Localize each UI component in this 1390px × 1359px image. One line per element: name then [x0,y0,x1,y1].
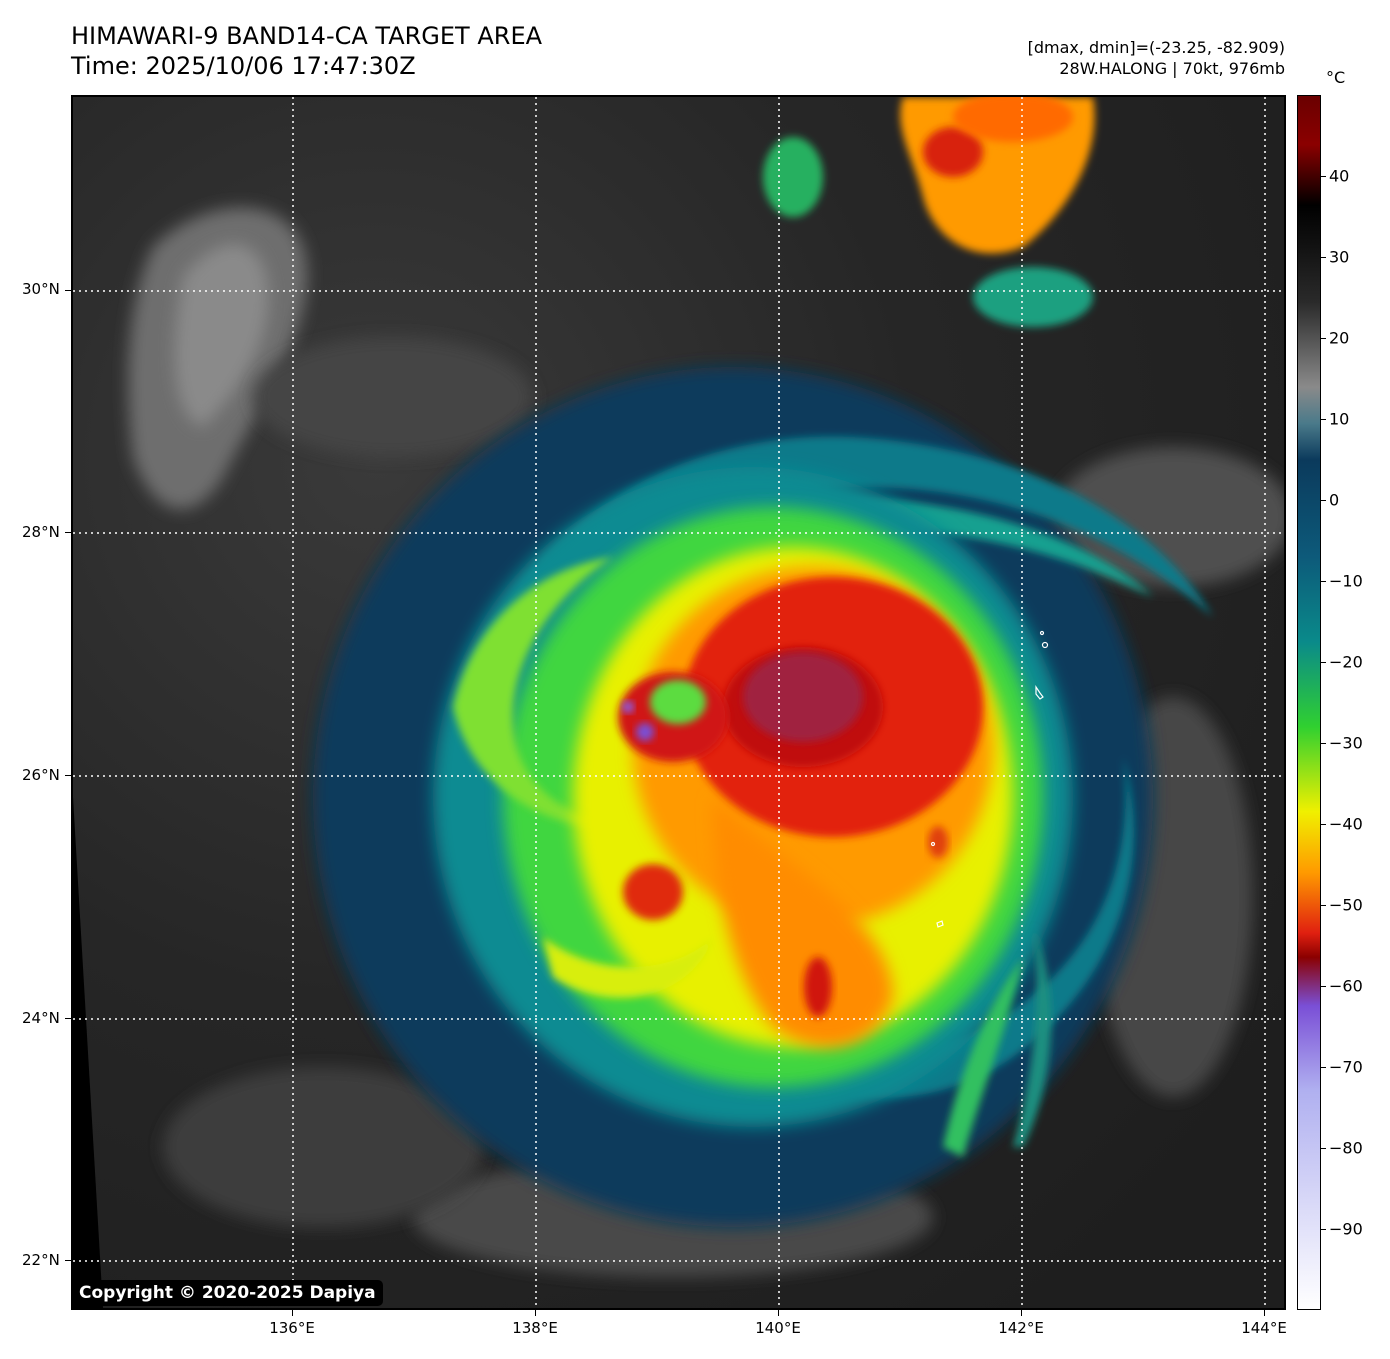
lat-tick [65,532,71,533]
colorbar-tick [1321,905,1326,906]
colorbar-tick-label: 10 [1329,409,1350,429]
colorbar-tick-label: −70 [1329,1057,1363,1077]
colorbar-tick-label: 40 [1329,166,1350,186]
colorbar-tick [1321,257,1326,258]
lat-tick [65,775,71,776]
colorbar-tick-label: −20 [1329,652,1363,672]
colorbar-tick [1321,176,1326,177]
colorbar-tick-label: −60 [1329,976,1363,996]
colorbar-unit: °C [1326,68,1346,87]
coastlines [930,630,1049,928]
lon-label-142e: 142°E [998,1319,1044,1337]
lat-label-24n: 24°N [22,1009,60,1027]
lat-label-30n: 30°N [22,280,60,298]
colorbar-tick [1321,986,1326,987]
colorbar-tick-label: 30 [1329,247,1350,267]
lon-tick [535,1310,536,1316]
lat-label-26n: 26°N [22,766,60,784]
lat-tick [65,1260,71,1261]
ir-imagery [73,97,1284,1308]
colorbar-tick-label: −10 [1329,571,1363,591]
lon-label-140e: 140°E [755,1319,801,1337]
data-range-info: [dmax, dmin]=(-23.25, -82.909) [1027,38,1285,57]
colorbar-tick-label: −90 [1329,1219,1363,1239]
lat-label-22n: 22°N [22,1251,60,1269]
colorbar-tick [1321,338,1326,339]
colorbar-tick-label: −50 [1329,895,1363,915]
colorbar-tick [1321,500,1326,501]
lon-label-144e: 144°E [1241,1319,1287,1337]
lon-label-138e: 138°E [512,1319,558,1337]
colorbar-tick-label: −30 [1329,733,1363,753]
colorbar-tick-label: −40 [1329,814,1363,834]
lon-tick [778,1310,779,1316]
graticule [73,97,1284,1308]
colorbar-tick [1321,662,1326,663]
chart-title: HIMAWARI-9 BAND14-CA TARGET AREA [71,22,543,50]
colorbar-tick [1321,581,1326,582]
lon-tick [292,1310,293,1316]
lat-tick [65,290,71,291]
colorbar-tick [1321,1229,1326,1230]
lat-label-28n: 28°N [22,523,60,541]
colorbar-tick-label: 0 [1329,490,1340,510]
lat-tick [65,1018,71,1019]
colorbar-tick [1321,1067,1326,1068]
colorbar-tick [1321,419,1326,420]
colorbar [1297,95,1321,1310]
lon-tick [1264,1310,1265,1316]
chart-time: Time: 2025/10/06 17:47:30Z [71,52,416,80]
satellite-image [71,95,1286,1310]
copyright-badge: Copyright © 2020-2025 Dapiya [72,1280,383,1306]
lon-tick [1021,1310,1022,1316]
lon-label-136e: 136°E [269,1319,315,1337]
colorbar-tick [1321,743,1326,744]
colorbar-tick-label: −80 [1329,1138,1363,1158]
colorbar-tick [1321,824,1326,825]
colorbar-tick [1321,1148,1326,1149]
colorbar-tick-label: 20 [1329,328,1350,348]
storm-info: 28W.HALONG | 70kt, 976mb [1059,59,1285,78]
